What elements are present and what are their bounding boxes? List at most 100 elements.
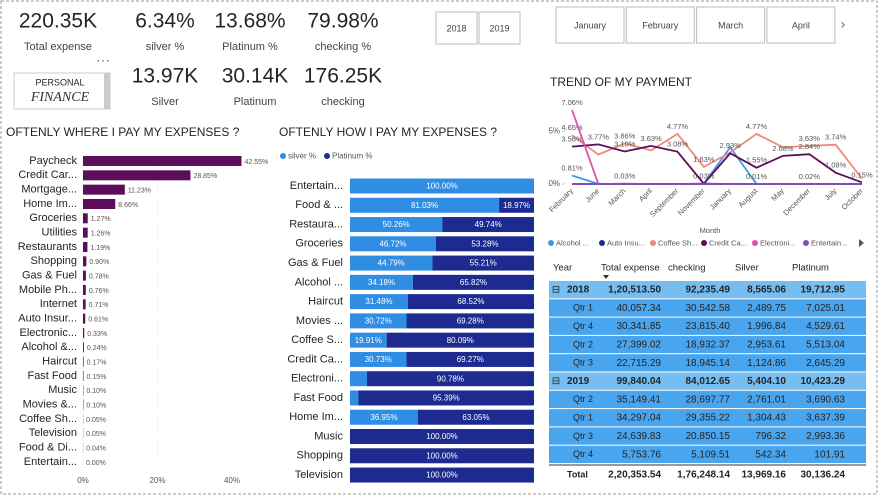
table-cell: 2,489.75 <box>747 303 786 314</box>
month-button-label[interactable]: April <box>792 20 810 30</box>
bar <box>83 256 87 267</box>
sort-indicator[interactable] <box>603 275 609 279</box>
year-button[interactable] <box>478 11 521 45</box>
data-label: 2.68% <box>772 144 794 153</box>
table-row <box>549 445 866 463</box>
expand-toggle[interactable]: ⊟ <box>552 285 560 296</box>
year-button[interactable] <box>435 11 478 45</box>
kpi-label: Platinum % <box>222 41 278 53</box>
data-label: 0.05% <box>86 431 106 438</box>
table-cell: 40,057.34 <box>617 303 662 314</box>
table-cell: 3,637.39 <box>806 413 845 424</box>
more-options[interactable]: ··· <box>96 52 110 68</box>
data-label: 3.74% <box>825 133 847 142</box>
table-row <box>549 281 866 299</box>
data-label: 7.06% <box>561 98 583 107</box>
bar-segment <box>386 332 534 348</box>
bar <box>83 227 88 238</box>
kpi-label: Platinum <box>234 96 277 108</box>
bar-segment <box>350 409 418 425</box>
category-label: Gas & Fuel <box>288 257 343 269</box>
data-label: 3.08% <box>667 140 689 149</box>
x-tick-label: November <box>676 186 707 217</box>
category-label: Restaura... <box>289 218 343 230</box>
month-button[interactable] <box>696 6 766 44</box>
legend-marker <box>752 240 758 246</box>
category-label: Entertain... <box>24 456 77 468</box>
bar-segment <box>350 217 443 233</box>
chart-title: OFTENLY WHERE I PAY MY EXPENSES ? <box>6 125 240 139</box>
month-button[interactable] <box>766 6 836 44</box>
data-label: 0.90% <box>89 259 109 266</box>
x-tick-label: 40% <box>224 476 240 485</box>
legend-marker <box>650 240 656 246</box>
data-label: 1.26% <box>91 230 111 237</box>
table-cell: 5,109.51 <box>691 449 730 460</box>
logo-line2: FINANCE <box>30 90 90 105</box>
table-cell: 13,969.16 <box>742 469 787 480</box>
scroll-arrow[interactable]: › <box>841 16 846 32</box>
data-label: 34.18% <box>368 278 395 287</box>
data-label: 3.63% <box>640 134 662 143</box>
data-label: 95.39% <box>433 394 460 403</box>
month-button-label[interactable]: March <box>718 20 743 30</box>
category-label: Restaurants <box>18 241 78 253</box>
legend-marker <box>324 153 330 159</box>
table-year: 2018 <box>567 285 590 296</box>
data-label: 4.65% <box>561 123 583 132</box>
category-label: Shopping <box>31 255 78 267</box>
month-button-label[interactable]: February <box>642 20 679 30</box>
category-label: Mobile Ph... <box>19 284 77 296</box>
data-label: 0.10% <box>86 388 106 395</box>
x-tick-label: May <box>769 186 786 203</box>
x-axis-title: Month <box>700 226 721 235</box>
kpi-value: 79.98% <box>307 10 378 33</box>
legend-label: Auto Insu... <box>607 238 645 247</box>
data-label: 50.26% <box>383 220 410 229</box>
table-cell: 1,996.84 <box>747 321 786 332</box>
category-label: Home Im... <box>289 411 343 423</box>
year-button-label[interactable]: 2019 <box>489 23 509 33</box>
x-tick-label: October <box>840 186 866 212</box>
table-cell: 3,690.63 <box>806 394 845 405</box>
data-label: 0.61% <box>88 316 108 323</box>
table-cell: 7,025.01 <box>806 303 845 314</box>
month-button[interactable] <box>555 6 625 44</box>
table-cell: 20,850.15 <box>686 431 731 442</box>
month-button-label[interactable]: January <box>574 20 607 30</box>
table-quarter: Qtr 4 <box>573 321 593 331</box>
bar-segment <box>350 178 534 194</box>
table-cell: 2,761.01 <box>747 394 786 405</box>
table-cell: 18,932.37 <box>686 340 731 351</box>
data-label: 11.23% <box>128 188 151 195</box>
chart-title: TREND OF MY PAYMENT <box>550 75 693 89</box>
table-cell: 1,20,513.50 <box>608 285 661 296</box>
month-button[interactable] <box>625 6 695 44</box>
data-label: 8.66% <box>118 202 138 209</box>
data-label: 80.09% <box>447 336 474 345</box>
category-label: Music <box>48 384 77 396</box>
y-tick-label: 5% <box>548 127 560 136</box>
category-label: Utilities <box>42 227 78 239</box>
data-label: 0.81% <box>561 163 583 172</box>
category-label: Groceries <box>295 238 343 250</box>
table-cell: 2,993.36 <box>806 431 845 442</box>
series-line <box>571 143 863 186</box>
table-cell: 92,235.49 <box>686 285 731 296</box>
bar-segment <box>350 390 359 406</box>
bar <box>83 356 84 367</box>
bar <box>83 241 88 252</box>
legend-scroll[interactable] <box>859 239 864 247</box>
category-label: Alcohol ... <box>295 276 343 288</box>
expand-toggle[interactable]: ⊟ <box>552 376 560 387</box>
category-label: Fast Food <box>293 392 343 404</box>
table-cell: 30,136.24 <box>801 469 846 480</box>
bar-segment <box>366 371 534 387</box>
year-button-label[interactable]: 2018 <box>446 23 466 33</box>
table-row <box>549 335 866 354</box>
data-label: 53.28% <box>471 239 498 248</box>
data-label: 100.00% <box>426 471 458 480</box>
bar-segment <box>432 255 534 271</box>
table-cell: 35,149.41 <box>617 394 662 405</box>
